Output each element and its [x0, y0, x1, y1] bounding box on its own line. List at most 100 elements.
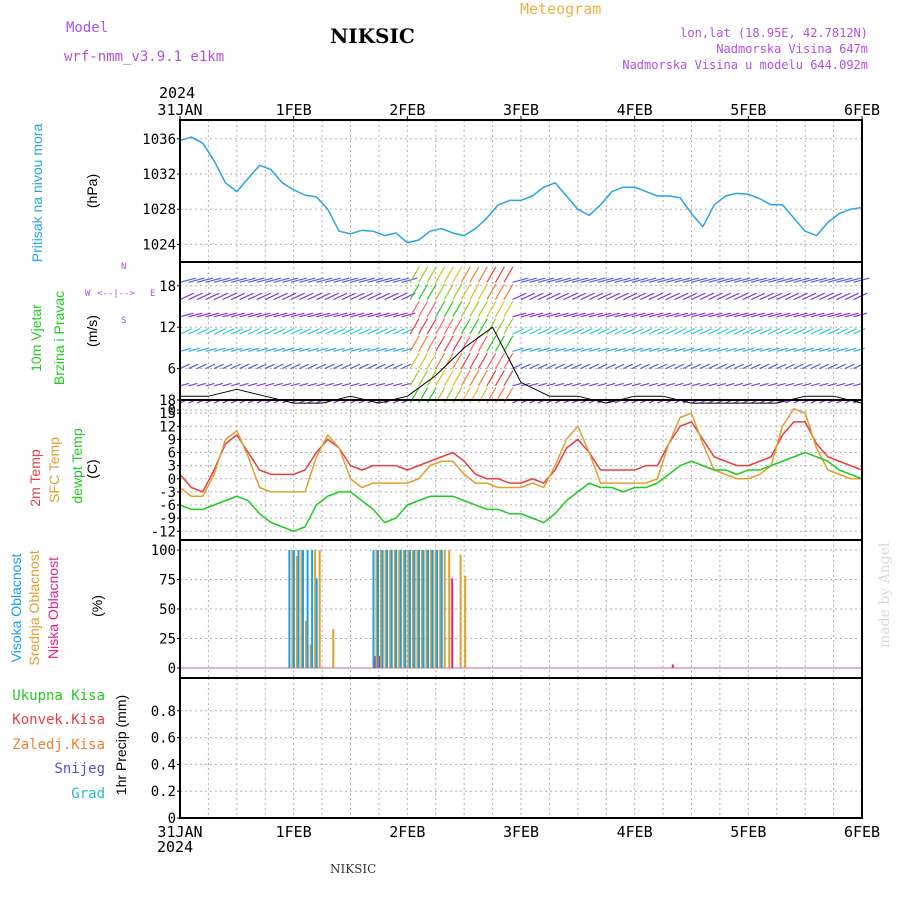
wind-barb [477, 369, 488, 387]
wind-barb [512, 347, 524, 352]
wind-barb [614, 312, 629, 318]
wind-barb [537, 277, 555, 283]
wind-barb [248, 277, 265, 283]
wind-barb [768, 312, 782, 318]
cloud-high-bar [288, 550, 291, 668]
wind-barb [844, 347, 857, 352]
y-tick-label: -3 [159, 485, 176, 501]
wind-barb [785, 328, 798, 335]
wind-barb [333, 312, 348, 318]
cloud-high-bar [292, 550, 295, 668]
wind-barb [196, 382, 207, 387]
x-tick-label-top: 31JAN [157, 101, 202, 119]
cloud-high-bar [431, 550, 434, 668]
wind-barb [367, 328, 380, 335]
wind-barb [409, 369, 420, 387]
wind-barb [426, 283, 437, 300]
wind-barb [597, 363, 608, 370]
wind-barb [529, 312, 544, 318]
wind-barb [580, 382, 590, 387]
cloud-mid-bar [416, 550, 419, 668]
wind-barb [827, 382, 837, 387]
wind-barb [674, 292, 689, 301]
wind-barb [324, 363, 335, 370]
wind-barb [409, 283, 420, 300]
wind-barb [546, 277, 563, 283]
wind-barb [350, 363, 361, 370]
x-tick-label-top: 6FEB [844, 101, 880, 119]
wind-barb [691, 277, 708, 283]
wind-barb [418, 369, 429, 387]
wind-barb [529, 363, 540, 370]
wind-barb [469, 352, 480, 369]
wind-barb [256, 292, 271, 301]
wind-barb [460, 283, 471, 300]
wind-barb [785, 312, 799, 318]
wind-barb [563, 312, 578, 318]
wind-barb [392, 312, 407, 318]
wind-barb [691, 312, 706, 318]
wind-barb [759, 363, 770, 370]
wind-barb [205, 347, 217, 352]
wind-barb [358, 328, 371, 335]
wind-barb [785, 363, 795, 370]
wind-barb [648, 277, 665, 283]
wind-barb [853, 382, 863, 387]
wind-barb [819, 328, 832, 335]
wind-barb [435, 318, 446, 335]
temp-2m-line [179, 421, 863, 493]
year-label-top: 2024 [159, 84, 196, 102]
wind-barb [486, 318, 497, 335]
wind-barb [768, 277, 785, 283]
wind-barb [759, 328, 772, 335]
wind-barb [435, 300, 446, 318]
wind-barb [751, 312, 765, 318]
wind-barb [657, 292, 672, 301]
wind-barb [248, 347, 260, 352]
wind-barb [563, 382, 573, 387]
wind-barb [750, 363, 761, 370]
wind-barb [512, 277, 529, 283]
y-tick-label: 1024 [142, 237, 176, 253]
wind-barb [589, 277, 606, 283]
wind-barb [179, 363, 190, 370]
wind-barb [188, 328, 201, 335]
x-tick-label-top: 2FEB [389, 101, 425, 119]
wind-barb [742, 328, 755, 335]
y-tick-label: 1028 [142, 202, 176, 218]
wind-barb [477, 352, 488, 369]
wind-barb [188, 382, 198, 387]
wind-barb [443, 369, 454, 387]
wind-barb [623, 292, 638, 301]
wind-barb [674, 277, 691, 283]
wind-barb [205, 292, 220, 301]
wind-barb [307, 312, 322, 318]
wind-barb [691, 382, 701, 387]
wind-barb [648, 347, 661, 352]
wind-barb [657, 328, 670, 335]
wind-barb [605, 292, 621, 301]
wind-barb [375, 277, 393, 283]
wind-barb [401, 312, 416, 318]
wind-barb [435, 266, 446, 283]
wind-barb [265, 382, 275, 387]
wind-barb [836, 363, 847, 370]
wind-barb [682, 292, 698, 301]
wind-barb [273, 382, 283, 387]
wind-barb [247, 328, 261, 335]
wind-barb [742, 382, 752, 387]
wind-barb [494, 352, 505, 369]
wind-barb [708, 292, 723, 301]
wind-barb [477, 335, 488, 352]
wind-barb [384, 292, 399, 301]
wind-barb [426, 300, 437, 318]
wind-barb [392, 292, 408, 301]
wind-barb [742, 312, 757, 318]
wind-barb [827, 292, 842, 301]
wind-barb [469, 300, 480, 318]
wind-barb [188, 277, 205, 283]
wind-barb [452, 318, 463, 335]
y-tick-label: 1036 [142, 132, 176, 148]
x-tick-label-top: 4FEB [617, 101, 653, 119]
temp-sfc-line [179, 408, 862, 497]
